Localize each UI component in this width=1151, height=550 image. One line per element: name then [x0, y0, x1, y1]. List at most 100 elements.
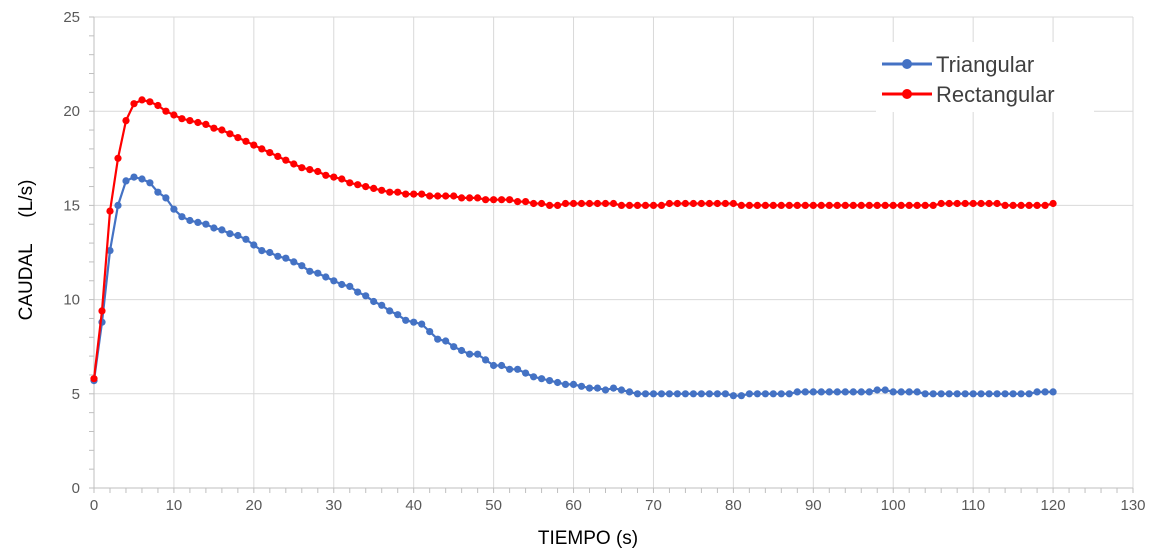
data-point — [290, 160, 298, 168]
data-point — [897, 388, 905, 396]
plot-area — [90, 96, 1057, 400]
data-point — [665, 199, 674, 208]
data-point — [154, 101, 162, 110]
data-point — [969, 390, 977, 398]
data-point — [977, 390, 985, 398]
data-point — [913, 201, 921, 209]
data-point — [905, 388, 913, 396]
data-point — [354, 288, 362, 296]
data-point — [442, 337, 450, 345]
data-point — [114, 201, 122, 209]
data-point — [753, 390, 762, 398]
x-tick-label: 110 — [961, 497, 985, 514]
x-tick-label: 50 — [485, 497, 502, 514]
data-point — [98, 307, 106, 315]
x-axis-title: TIEMPO (s) — [538, 528, 638, 549]
data-point — [538, 199, 546, 208]
data-point — [857, 388, 865, 396]
data-point — [777, 201, 785, 209]
data-point — [1009, 390, 1017, 398]
data-point — [210, 124, 218, 132]
legend-label: Triangular — [936, 52, 1034, 77]
data-point — [130, 100, 138, 108]
data-point — [785, 390, 793, 398]
data-point — [474, 194, 482, 202]
data-point — [633, 390, 642, 398]
data-point — [178, 213, 186, 221]
x-tick-label: 0 — [90, 497, 98, 514]
data-point — [697, 199, 706, 208]
data-point — [226, 130, 234, 138]
data-point — [130, 173, 138, 181]
data-point — [1001, 390, 1009, 398]
data-point — [370, 184, 378, 192]
data-point — [258, 247, 266, 255]
data-point — [450, 343, 458, 351]
data-point — [945, 390, 953, 398]
data-point — [514, 365, 522, 373]
data-point — [689, 199, 698, 208]
data-point — [953, 390, 961, 398]
x-tick-label: 10 — [166, 497, 183, 514]
data-point — [90, 375, 98, 383]
data-point — [777, 390, 785, 398]
x-tick-label: 20 — [246, 497, 263, 514]
data-point — [338, 175, 346, 183]
series-triangular — [90, 173, 1057, 400]
data-point — [274, 152, 282, 160]
data-point — [729, 392, 738, 400]
data-point — [218, 226, 226, 234]
data-point — [593, 384, 602, 392]
data-point — [322, 171, 330, 179]
legend-box — [876, 42, 1094, 112]
data-point — [873, 201, 881, 209]
data-point — [194, 218, 202, 226]
data-point — [202, 220, 210, 228]
data-point — [681, 199, 690, 208]
data-point — [522, 369, 530, 377]
data-point — [873, 386, 881, 394]
data-point — [809, 388, 817, 396]
data-point — [210, 224, 218, 232]
data-point — [905, 201, 913, 209]
y-axis-title: CAUDAL (L/s) — [16, 180, 37, 321]
legend-label: Rectangular — [936, 82, 1055, 107]
series-rectangular — [90, 96, 1057, 383]
data-point — [458, 346, 466, 355]
data-point — [977, 199, 985, 208]
data-point — [466, 194, 474, 202]
data-point — [490, 361, 498, 370]
x-tick-label: 80 — [725, 497, 742, 514]
data-point — [1033, 201, 1041, 209]
data-point — [913, 388, 921, 396]
data-point — [410, 190, 418, 198]
data-point — [482, 356, 490, 364]
data-point — [801, 201, 809, 209]
data-point — [314, 167, 322, 176]
data-point — [617, 201, 626, 209]
data-point — [833, 201, 841, 209]
data-point — [657, 390, 666, 398]
data-point — [761, 390, 770, 398]
y-tick-label: 10 — [63, 292, 80, 309]
data-point — [665, 390, 674, 398]
data-point — [641, 390, 650, 398]
data-point — [402, 190, 410, 198]
data-point — [929, 201, 937, 209]
data-point — [106, 207, 114, 215]
data-point — [625, 201, 634, 209]
data-point — [546, 201, 554, 209]
data-point — [1041, 201, 1049, 209]
data-point — [649, 390, 658, 398]
data-point — [138, 96, 146, 104]
data-point — [506, 365, 514, 373]
data-point — [769, 201, 777, 209]
data-point — [330, 277, 338, 285]
data-point — [138, 175, 146, 183]
data-point — [162, 107, 170, 115]
data-point — [993, 390, 1001, 398]
data-point — [426, 328, 434, 336]
data-point — [1009, 201, 1017, 209]
x-tick-label: 60 — [565, 497, 582, 514]
